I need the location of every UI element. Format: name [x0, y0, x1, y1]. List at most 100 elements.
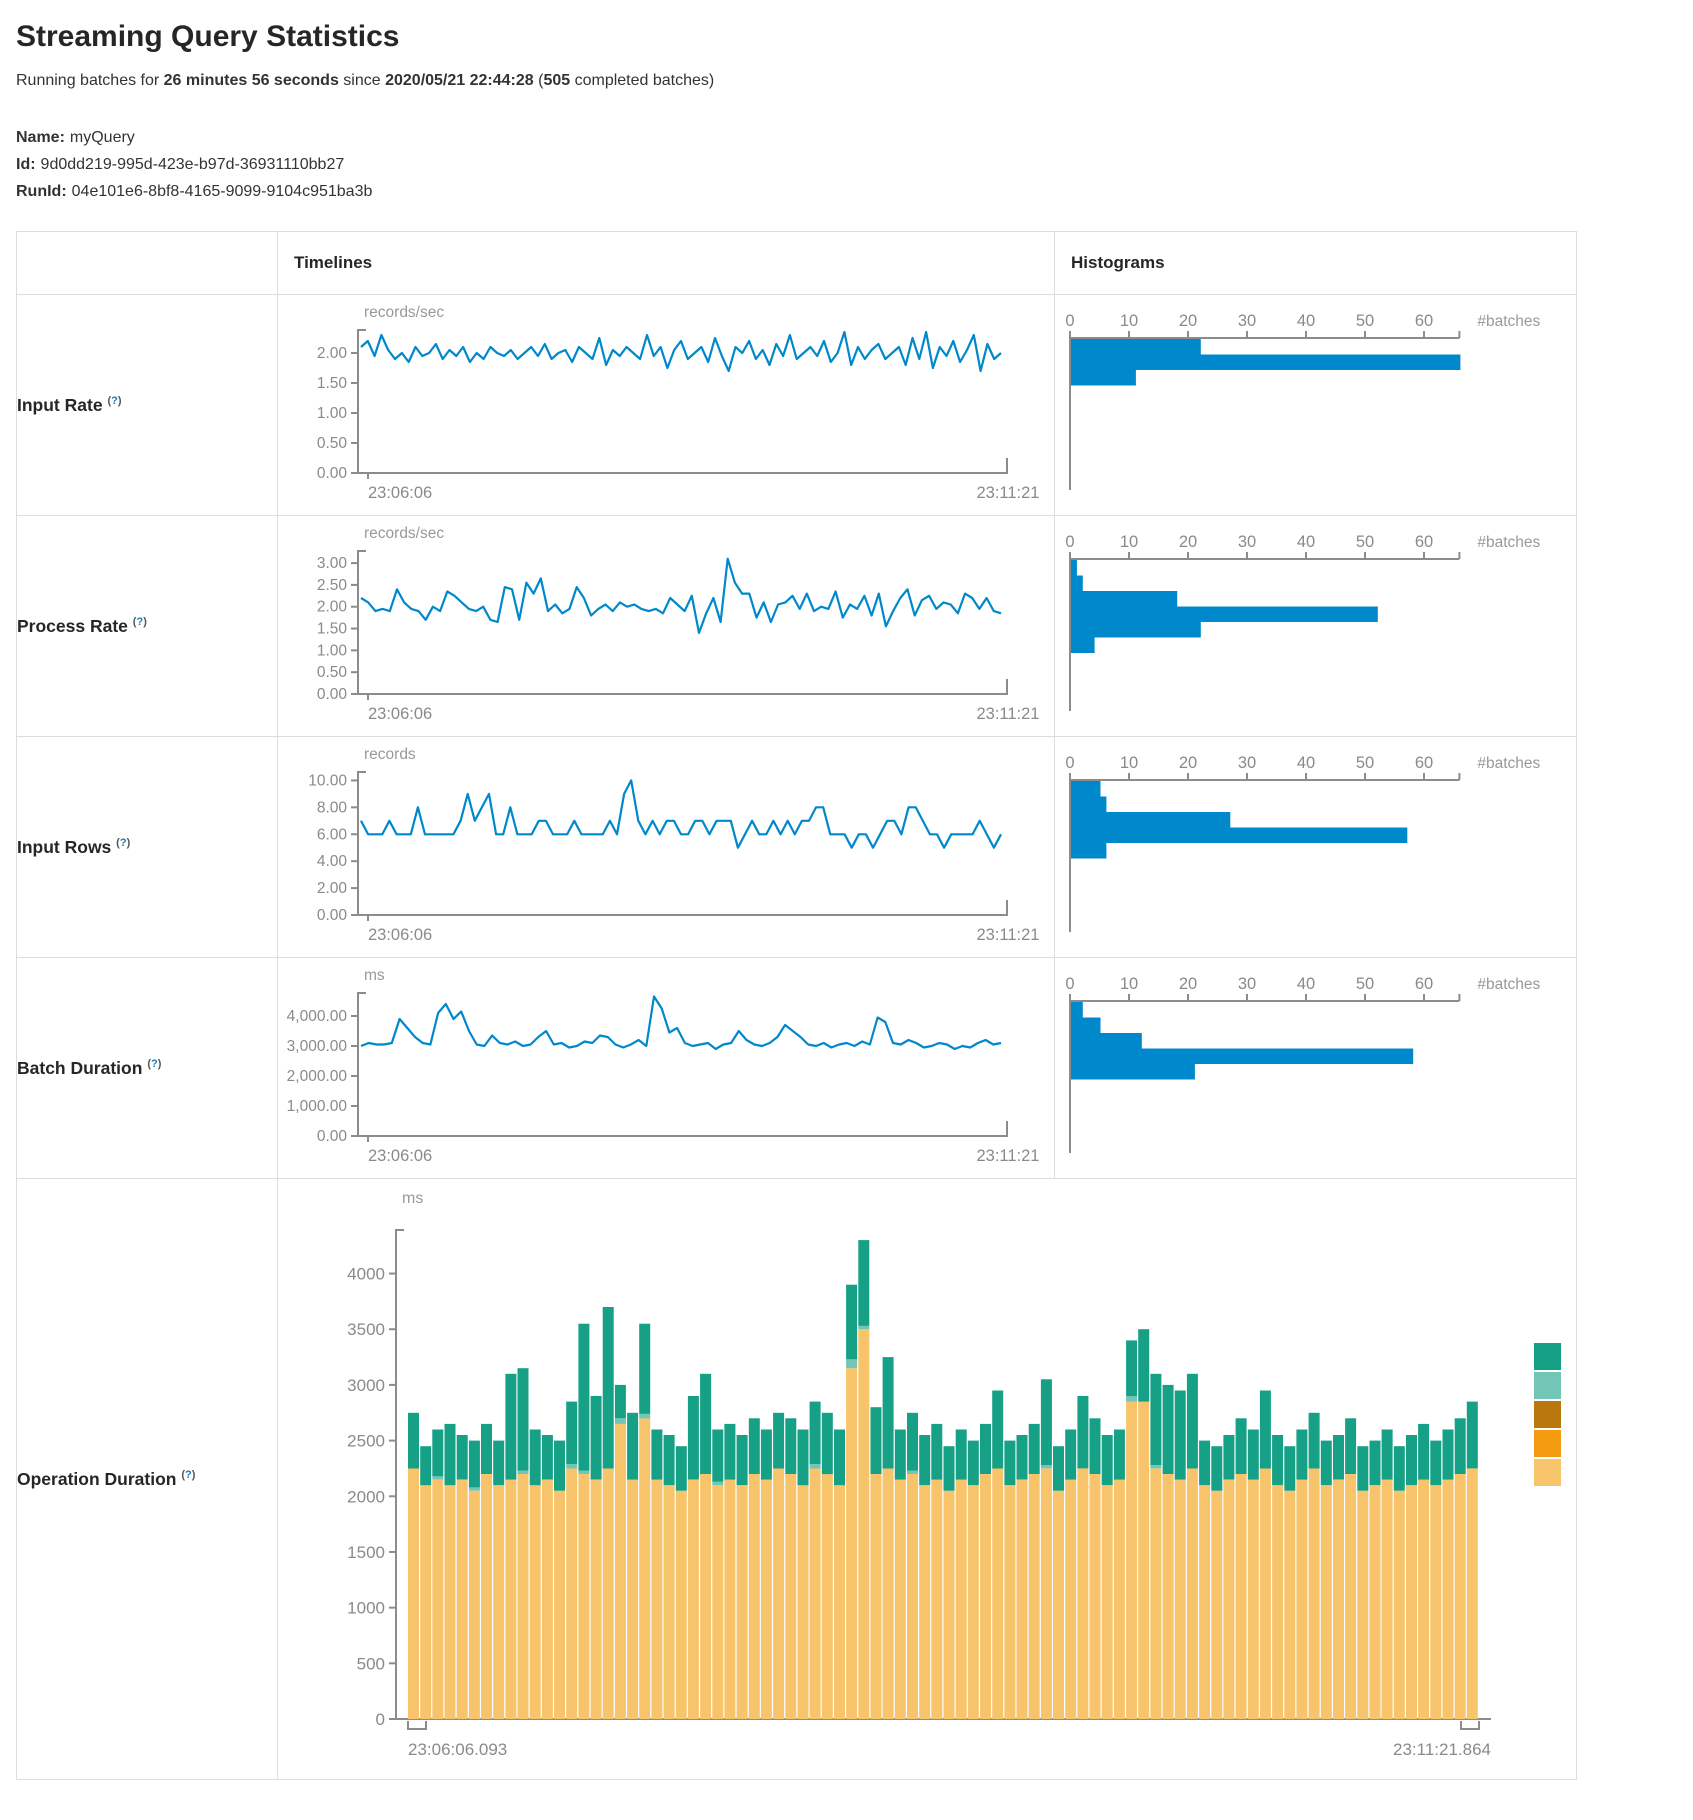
- operation-duration-bar-segment: [687, 1479, 699, 1719]
- operation-duration-bar-segment: [627, 1412, 639, 1480]
- operation-duration-bar-segment: [1101, 1435, 1113, 1486]
- svg-text:#batches: #batches: [1477, 313, 1540, 330]
- operation-duration-bar-segment: [736, 1435, 748, 1486]
- runid-value: 04e101e6-8bf8-4165-9099-9104c951ba3b: [71, 183, 373, 200]
- svg-text:30: 30: [1238, 312, 1256, 330]
- operation-duration-bar-segment: [1040, 1468, 1052, 1719]
- operation-duration-bar-segment: [1028, 1474, 1040, 1719]
- operation-duration-bar-segment: [821, 1474, 833, 1719]
- process-rate-timeline-chart: records/sec 0.00 0.50 1.00 1.50 2.00 2.50 3.00 2…: [277, 515, 1055, 737]
- operation-duration-bar-segment: [663, 1435, 675, 1486]
- process-rate-histogram-chart: 0 10 20 30 40 50 60 #batches: [1054, 515, 1577, 737]
- operation-duration-bar-segment: [1113, 1429, 1125, 1480]
- operation-duration-bar-segment: [1272, 1485, 1284, 1719]
- svg-text:2000: 2000: [347, 1487, 385, 1506]
- operation-duration-bar-segment: [1466, 1401, 1478, 1469]
- operation-duration-bar-segment: [1077, 1468, 1089, 1719]
- process-rate-timeline-line: [360, 557, 1002, 635]
- input-rows-histogram-chart: 0 10 20 30 40 50 60 #batches: [1054, 736, 1577, 958]
- svg-text:30: 30: [1238, 975, 1256, 993]
- svg-text:records/sec: records/sec: [364, 304, 444, 321]
- operation-duration-bar-segment: [1211, 1490, 1223, 1719]
- batch-duration-help-icon[interactable]: (?): [147, 1057, 162, 1070]
- table-row-batch-duration: Batch Duration (?) ms 0.00 1,000.00 2,000.0…: [16, 957, 1577, 1179]
- operation-duration-bar-segment: [663, 1485, 675, 1719]
- operation-duration-bar-segment: [566, 1401, 578, 1464]
- input-rate-timeline-line: [360, 330, 1002, 373]
- operation-duration-bar-segment: [834, 1485, 845, 1719]
- operation-duration-bar-segment: [639, 1413, 651, 1419]
- svg-text:#batches: #batches: [1477, 976, 1540, 993]
- operation-duration-bar-segment: [1284, 1490, 1296, 1719]
- operation-duration-help-icon[interactable]: (?): [181, 1468, 196, 1481]
- query-name-line: Name: myQuery: [16, 124, 1677, 151]
- input-rows-histogram-bar: [1071, 812, 1231, 828]
- operation-duration-bar-segment: [420, 1446, 432, 1486]
- operation-duration-bar-segment: [651, 1429, 663, 1480]
- operation-duration-bar-segment: [1126, 1396, 1138, 1402]
- operation-duration-bar-segment: [639, 1323, 651, 1414]
- input-rate-histogram-chart: 0 10 20 30 40 50 60 #batches: [1054, 294, 1577, 516]
- operation-duration-bar-segment: [834, 1429, 845, 1486]
- operation-duration-bar-segment: [432, 1429, 444, 1477]
- legend-swatch-0: [1534, 1343, 1561, 1370]
- operation-duration-bar-segment: [748, 1418, 760, 1474]
- operation-duration-bar-segment: [1357, 1446, 1369, 1491]
- input-rows-timeline-line: [360, 779, 1002, 849]
- operation-duration-bar-segment: [1211, 1446, 1223, 1491]
- operation-duration-bar-segment: [870, 1474, 882, 1719]
- process-rate-histogram-bar: [1071, 606, 1378, 622]
- operation-duration-bar-segment: [1113, 1479, 1125, 1719]
- operation-duration-bar-segment: [967, 1440, 979, 1486]
- operation-duration-bar-segment: [541, 1435, 553, 1480]
- operation-duration-bar-segment: [931, 1423, 943, 1480]
- svg-text:3500: 3500: [347, 1320, 385, 1339]
- operation-duration-bar-segment: [1284, 1446, 1296, 1491]
- histograms-header: Histograms: [1054, 231, 1577, 295]
- operation-duration-bar-segment: [1418, 1479, 1430, 1719]
- svg-text:3.00: 3.00: [317, 555, 348, 572]
- operation-duration-bar-segment: [1357, 1490, 1369, 1719]
- operation-duration-bar-segment: [578, 1474, 590, 1719]
- svg-text:40: 40: [1297, 533, 1315, 551]
- operation-duration-bar-segment: [1430, 1485, 1442, 1719]
- operation-duration-bar-segment: [1381, 1429, 1393, 1480]
- svg-text:23:06:06.093: 23:06:06.093: [408, 1740, 507, 1759]
- operation-duration-bar-segment: [1333, 1435, 1344, 1480]
- svg-text:23:06:06: 23:06:06: [368, 705, 432, 723]
- legend-swatch-4: [1534, 1459, 1561, 1486]
- process-rate-help-icon[interactable]: (?): [132, 615, 147, 628]
- operation-duration-bar-segment: [1016, 1435, 1028, 1480]
- table-row-input-rows: Input Rows (?) records 0.00 2.00 4.00 6.00 8.…: [16, 736, 1577, 958]
- operation-duration-bar-segment: [846, 1368, 858, 1719]
- operation-duration-bar-segment: [1065, 1429, 1077, 1480]
- row-label-batch-duration: Batch Duration (?): [16, 957, 278, 1179]
- operation-duration-bar-segment: [907, 1474, 918, 1719]
- id-value: 9d0dd219-995d-423e-b97d-36931110bb27: [40, 156, 345, 173]
- svg-text:10: 10: [1120, 533, 1138, 551]
- svg-text:40: 40: [1297, 754, 1315, 772]
- operation-duration-bar-segment: [1345, 1474, 1357, 1719]
- operation-duration-bar-segment: [1174, 1390, 1186, 1480]
- svg-text:2500: 2500: [347, 1432, 385, 1451]
- operation-duration-bar-segment: [1235, 1474, 1247, 1719]
- svg-text:40: 40: [1297, 312, 1315, 330]
- svg-text:500: 500: [357, 1654, 385, 1673]
- operation-duration-bar-segment: [420, 1485, 432, 1719]
- operation-duration-bar-segment: [554, 1440, 565, 1491]
- input-rows-help-icon[interactable]: (?): [116, 836, 131, 849]
- input-rate-help-icon[interactable]: (?): [107, 394, 122, 407]
- operation-duration-bar-segment: [760, 1479, 772, 1719]
- operation-duration-bar-segment: [1235, 1418, 1247, 1474]
- svg-text:60: 60: [1415, 312, 1433, 330]
- svg-text:4000: 4000: [347, 1265, 385, 1284]
- operation-duration-bar-segment: [614, 1384, 626, 1419]
- svg-text:1.50: 1.50: [317, 621, 348, 638]
- table-row-operation-duration: Operation Duration (?) ms 0 500 1000 1500 200…: [16, 1178, 1577, 1780]
- operation-duration-bar-segment: [1381, 1479, 1393, 1719]
- svg-text:2.00: 2.00: [317, 345, 348, 362]
- operation-duration-bar-segment: [639, 1418, 651, 1719]
- svg-text:30: 30: [1238, 533, 1256, 551]
- svg-text:0: 0: [376, 1710, 385, 1729]
